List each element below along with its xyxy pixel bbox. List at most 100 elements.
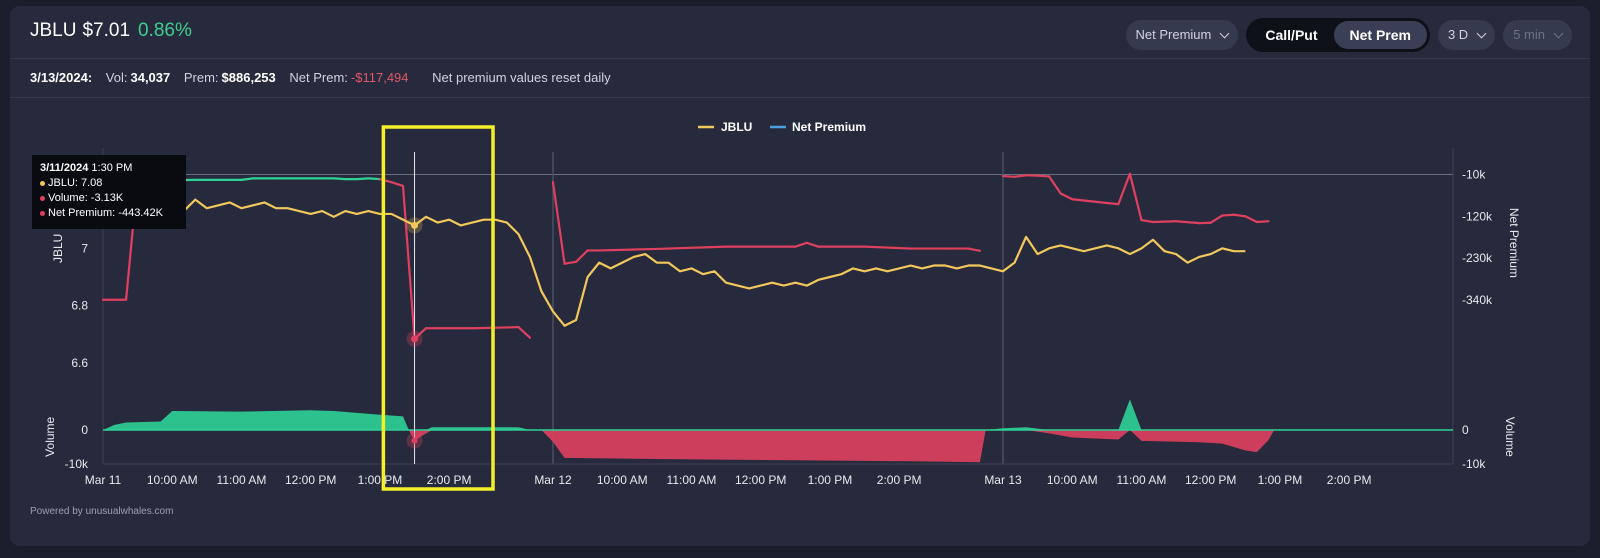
volume-tick-label: 0 bbox=[81, 423, 88, 437]
net-premium-segment bbox=[1105, 201, 1120, 206]
hover-volume-marker bbox=[411, 437, 418, 444]
x-tick-label: 1:00 PM bbox=[808, 473, 853, 487]
x-tick-label: 2:00 PM bbox=[877, 473, 922, 487]
legend-price-label: JBLU bbox=[721, 120, 752, 134]
chart-plot[interactable]: JBLU Net Premium 6.6 6.8 7 -10k -120k -230k -340… bbox=[10, 6, 1590, 506]
view-toggle: Call/Put Net Prem bbox=[1246, 18, 1430, 52]
net-premium-segment bbox=[967, 247, 982, 252]
net-premium-segment bbox=[1036, 174, 1051, 178]
net-premium-segment bbox=[390, 181, 405, 188]
footer-credit: Powered by unusualwhales.com bbox=[30, 506, 174, 517]
chart-panel: JBLU $7.01 0.86% Net Premium Call/Put Net … bbox=[10, 6, 1590, 546]
tooltip-date: 3/11/2024 bbox=[40, 162, 89, 174]
interval-dropdown-label: 5 min bbox=[1513, 27, 1545, 42]
hover-premium-marker bbox=[411, 335, 419, 343]
left-volume-title: Volume bbox=[43, 416, 57, 456]
range-dropdown-label: 3 D bbox=[1447, 27, 1469, 42]
x-tick-label: 1:00 PM bbox=[358, 473, 403, 487]
premium-tick-label: -10k bbox=[1462, 168, 1486, 182]
hover-price-marker bbox=[411, 221, 419, 229]
ticker-change: 0.86% bbox=[138, 20, 192, 41]
x-tick-label: 2:00 PM bbox=[427, 473, 472, 487]
tooltip-price: JBLU: 7.08 bbox=[48, 177, 103, 189]
highlight-box bbox=[381, 125, 495, 491]
net-premium-segment bbox=[1128, 172, 1143, 222]
net-premium-segment bbox=[240, 177, 255, 181]
x-tick-label: 12:00 PM bbox=[735, 473, 786, 487]
volume-tick-label-right: 0 bbox=[1462, 423, 1469, 437]
price-line bbox=[102, 189, 1246, 327]
hover-tooltip: 3/11/2024 1:30 PM JBLU: 7.08 Volume: -3.… bbox=[32, 155, 186, 229]
left-axis-title: JBLU bbox=[51, 234, 65, 263]
premium-tick-label: -120k bbox=[1462, 209, 1493, 223]
volume-tick-label: -10k bbox=[65, 457, 89, 471]
premium-dot-icon bbox=[40, 210, 45, 216]
x-tick-label: Mar 11 bbox=[85, 473, 122, 487]
price-tick-label: 7 bbox=[81, 241, 88, 255]
x-tick-label: 11:00 AM bbox=[217, 473, 267, 487]
stats-date: 3/13/2024: bbox=[30, 70, 93, 85]
premium-tick-label: -340k bbox=[1462, 293, 1493, 307]
net-premium-segment bbox=[1244, 215, 1258, 224]
net-premium-segment bbox=[1232, 213, 1247, 218]
x-tick-label: 2:00 PM bbox=[1327, 473, 1372, 487]
x-tick-label: 10:00 AM bbox=[147, 473, 198, 487]
ticker-symbol: JBLU bbox=[30, 20, 77, 41]
net-premium-segment bbox=[1140, 218, 1155, 224]
x-tick-label: 11:00 AM bbox=[667, 473, 717, 487]
tooltip-net-premium: Net Premium: -443.42K bbox=[48, 207, 163, 219]
call-put-toggle-button[interactable]: Call/Put bbox=[1265, 27, 1318, 43]
right-volume-title: Volume bbox=[1503, 417, 1517, 457]
net-premium-segment bbox=[805, 241, 820, 248]
volume-dot-icon bbox=[40, 195, 45, 201]
net-premium-segment bbox=[574, 249, 589, 263]
volume-area-negative bbox=[103, 430, 1453, 463]
net-prem-toggle-button[interactable]: Net Prem bbox=[1333, 21, 1427, 49]
x-tick-label: 10:00 AM bbox=[597, 473, 648, 487]
net-premium-segment bbox=[1209, 214, 1224, 224]
volume-area-positive bbox=[103, 399, 1453, 430]
net-premium-segment bbox=[332, 177, 347, 181]
x-tick-label: 11:00 AM bbox=[1117, 473, 1167, 487]
net-premium-segment bbox=[1059, 192, 1074, 201]
net-premium-segment bbox=[1221, 213, 1235, 217]
chart-controls: Net Premium Call/Put Net Prem 3 D 5 min bbox=[1125, 18, 1572, 52]
net-premium-segment bbox=[1048, 175, 1062, 195]
net-premium-segment bbox=[563, 260, 578, 265]
price-dot-icon bbox=[40, 180, 45, 186]
legend-net-premium-label: Net Premium bbox=[792, 120, 866, 134]
stats-premium: Prem: $886,253 bbox=[183, 70, 276, 85]
net-premium-segment bbox=[1071, 198, 1108, 205]
ticker-price: $7.01 bbox=[82, 20, 131, 41]
volume-tick-label-right: -10k bbox=[1462, 457, 1486, 471]
net-premium-segment bbox=[655, 245, 728, 251]
net-premium-segment bbox=[367, 177, 382, 181]
x-tick-label: 12:00 PM bbox=[285, 473, 336, 487]
net-premium-segment bbox=[1013, 174, 1028, 178]
stats-bar: 3/13/2024: Vol: 34,037 Prem: $886,253 Net … bbox=[10, 58, 1590, 98]
net-premium-segment bbox=[1001, 174, 1016, 178]
net-premium-segment bbox=[598, 247, 658, 252]
tooltip-volume: Volume: -3.13K bbox=[48, 192, 124, 204]
stats-note: Net premium values reset daily bbox=[432, 70, 611, 85]
net-premium-segment bbox=[863, 245, 912, 250]
stats-net-premium: Net Prem: -$117,494 bbox=[289, 70, 409, 85]
net-premium-segment bbox=[1117, 172, 1132, 206]
net-premium-segment bbox=[401, 184, 416, 340]
net-premium-segment bbox=[355, 177, 370, 181]
net-premium-segment bbox=[517, 325, 532, 339]
net-premium-segment bbox=[1174, 220, 1201, 225]
premium-tick-label: -230k bbox=[1462, 251, 1493, 265]
range-dropdown[interactable]: 3 D bbox=[1437, 20, 1496, 50]
x-tick-label: 10:00 AM bbox=[1047, 473, 1098, 487]
metric-dropdown-label: Net Premium bbox=[1135, 27, 1212, 42]
price-tick-label: 6.6 bbox=[71, 356, 88, 370]
net-premium-segment bbox=[1255, 220, 1270, 224]
chart-header: JBLU $7.01 0.86% Net Premium Call/Put Net … bbox=[10, 6, 1590, 58]
net-premium-segment bbox=[794, 241, 808, 248]
interval-dropdown[interactable]: 5 min bbox=[1503, 20, 1572, 50]
x-tick-label: Mar 12 bbox=[534, 473, 572, 487]
price-tick-label: 6.8 bbox=[71, 299, 88, 313]
metric-dropdown[interactable]: Net Premium bbox=[1125, 20, 1239, 50]
x-tick-label: Mar 13 bbox=[984, 473, 1022, 487]
